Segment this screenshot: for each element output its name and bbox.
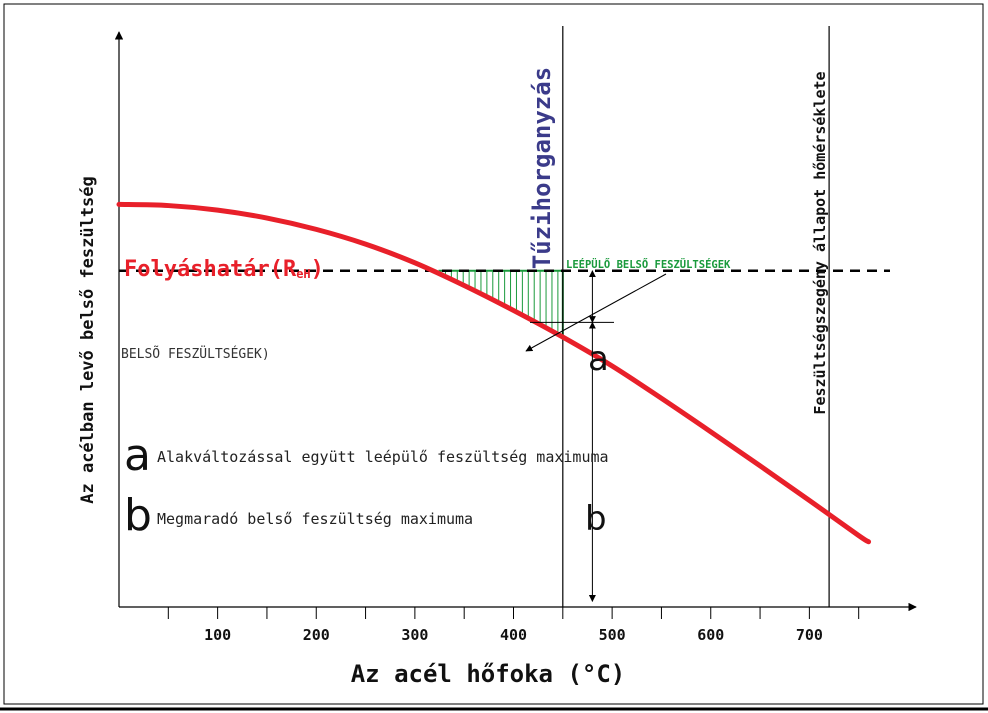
x-tick-label: 600 bbox=[697, 626, 724, 644]
x-tick-label: 300 bbox=[401, 626, 428, 644]
y-axis-title: Az acélban levő belső feszültség bbox=[78, 176, 98, 504]
yield-strength-subscript: eH bbox=[296, 267, 310, 281]
x-axis-ticks bbox=[167, 607, 860, 619]
hatched-region-pointer bbox=[525, 273, 667, 352]
legend-a-text: Alakváltozással együtt leépülő feszültsé… bbox=[157, 448, 609, 466]
x-tick-label: 700 bbox=[796, 626, 823, 644]
x-tick-label: 200 bbox=[303, 626, 330, 644]
legend-a-letter: a bbox=[124, 430, 151, 481]
yield-strength-paren-close: ) bbox=[311, 257, 324, 282]
legend-b-text: Megmaradó belső feszültség maximuma bbox=[157, 510, 473, 528]
x-axis-title: Az acél hőfoka (°C) bbox=[351, 660, 626, 688]
yield-strength-label: Folyáshatár(ReH) bbox=[124, 257, 324, 282]
x-tick-label: 400 bbox=[500, 626, 527, 644]
dimension-b-letter: b bbox=[585, 499, 607, 539]
stress-relief-title: Feszültségszegény állapot hőmérséklete bbox=[811, 71, 829, 414]
x-tick-label: 100 bbox=[204, 626, 231, 644]
legend-b-letter: b bbox=[124, 490, 152, 541]
yield-strength-name: Folyáshatár bbox=[124, 257, 270, 282]
yield-strength-symbol: (R bbox=[270, 257, 297, 282]
internal-stress-label: BELSÕ FESZÜLTSÉGEK) bbox=[121, 345, 270, 362]
dimension-markers bbox=[530, 270, 614, 603]
yield-strength-curve bbox=[116, 201, 872, 545]
x-tick-label: 500 bbox=[599, 626, 626, 644]
legend: a Alakváltozással együtt leépülő feszült… bbox=[124, 430, 609, 541]
chart-frame bbox=[3, 3, 984, 705]
dimension-a-letter: a bbox=[588, 339, 609, 379]
hatched-region-label: LEÉPÜLŐ BELSŐ FESZÜLTSÉGEK bbox=[566, 257, 731, 271]
x-axis-tick-labels: 100 200 300 400 500 600 700 bbox=[204, 626, 823, 644]
galvanizing-title: Tűzihorganyzás bbox=[528, 67, 556, 269]
